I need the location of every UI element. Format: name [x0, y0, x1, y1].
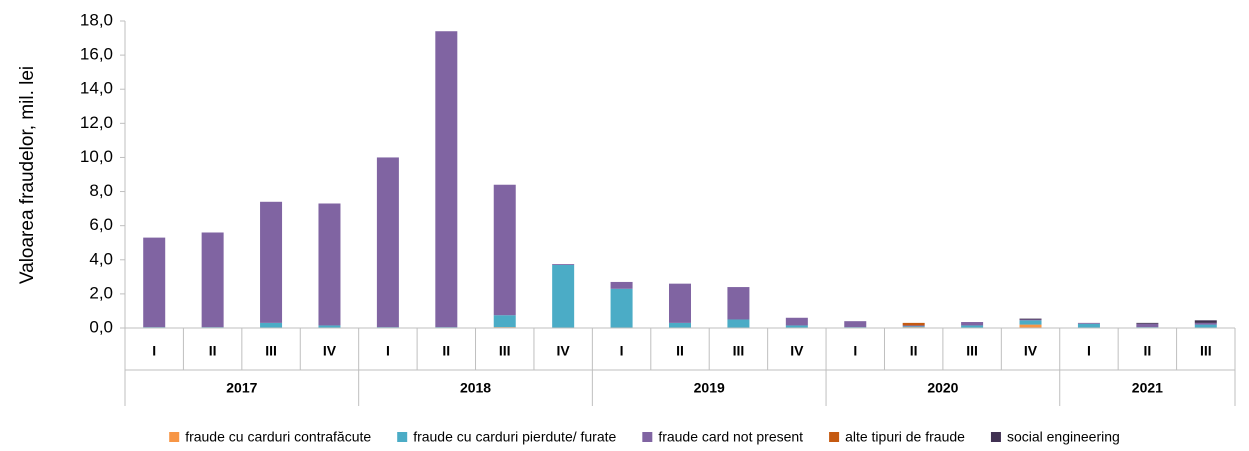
bar-segment [785, 325, 808, 328]
bar-segment [376, 157, 399, 328]
x-tick-label: IV [790, 343, 804, 359]
group-label: 2017 [226, 380, 257, 396]
x-tick-label: I [853, 343, 857, 359]
bar-segment [1077, 322, 1100, 324]
bar-segment [902, 322, 925, 326]
x-tick-label: I [386, 343, 390, 359]
x-tick-label: I [1087, 343, 1091, 359]
x-tick-label: IV [323, 343, 337, 359]
bar-segment [1194, 324, 1217, 328]
group-label: 2018 [460, 380, 491, 396]
legend-label: fraude cu carduri contrafăcute [185, 429, 371, 445]
bar-segment [1019, 319, 1042, 321]
bar-segment [610, 281, 633, 289]
bar-segment [1019, 324, 1042, 328]
bar-segment [669, 322, 691, 328]
bar-segment [143, 237, 166, 328]
bar-segment [727, 319, 750, 328]
x-tick-label: II [910, 343, 918, 359]
legend-label: fraude card not present [658, 429, 803, 445]
bar-segment [260, 201, 283, 323]
x-tick-label: I [620, 343, 624, 359]
y-tick-label: 8,0 [89, 181, 113, 200]
x-tick-label: III [966, 343, 978, 359]
y-tick-label: 4,0 [89, 249, 113, 268]
x-tick-label: IV [557, 343, 571, 359]
bar-segment [1077, 323, 1100, 328]
bar-segment [785, 317, 808, 326]
y-tick-label: 14,0 [80, 79, 113, 98]
legend-swatch [829, 432, 840, 442]
x-tick-label: II [442, 343, 450, 359]
x-tick-label: IV [1024, 343, 1038, 359]
y-tick-label: 2,0 [89, 283, 113, 302]
x-tick-label: II [1143, 343, 1151, 359]
bar-segment [435, 31, 458, 328]
group-label: 2019 [694, 380, 725, 396]
y-tick-label: 0,0 [89, 317, 113, 336]
x-tick-label: II [209, 343, 217, 359]
bar-segment [961, 322, 984, 326]
x-tick-label: III [733, 343, 745, 359]
legend-swatch [990, 432, 1001, 442]
y-axis-label: Valoarea fraudelor, mil. lei [17, 66, 38, 284]
legend-swatch [642, 432, 653, 442]
y-tick-label: 12,0 [80, 113, 113, 132]
bar-segment [260, 322, 283, 328]
bar-segment [552, 264, 575, 265]
bar-segment [201, 232, 224, 328]
bar-segment [610, 288, 633, 328]
legend-label: alte tipuri de fraude [845, 429, 965, 445]
y-tick-label: 16,0 [80, 45, 113, 64]
x-tick-label: II [676, 343, 684, 359]
x-tick-label: III [265, 343, 277, 359]
x-tick-label: I [152, 343, 156, 359]
group-label: 2020 [927, 380, 958, 396]
x-tick-label: III [1200, 343, 1212, 359]
y-tick-label: 10,0 [80, 147, 113, 166]
bar-segment [902, 325, 925, 327]
x-tick-label: III [499, 343, 511, 359]
legend-swatch [397, 432, 408, 442]
bar-segment [1136, 322, 1159, 324]
legend-swatch [169, 432, 180, 442]
bar-segment [493, 184, 516, 316]
legend-label: social engineering [1007, 429, 1120, 445]
bar-segment [1019, 320, 1042, 325]
bar-segment [669, 283, 691, 323]
bar-segment [318, 325, 341, 328]
bar-segment [318, 203, 341, 326]
bar-segment [1194, 322, 1217, 325]
bar-segment [1019, 318, 1042, 320]
y-tick-label: 18,0 [80, 10, 113, 29]
legend-label: fraude cu carduri pierdute/ furate [413, 429, 616, 445]
group-label: 2021 [1132, 380, 1163, 396]
y-tick-label: 6,0 [89, 215, 113, 234]
bar-segment [902, 326, 925, 328]
bar-segment [1194, 320, 1217, 323]
bar-segment [844, 321, 867, 328]
bar-segment [552, 264, 575, 328]
bar-segment [1136, 323, 1159, 328]
bar-segment [727, 287, 750, 320]
bar-segment [961, 325, 984, 328]
bar-segment [493, 315, 516, 328]
